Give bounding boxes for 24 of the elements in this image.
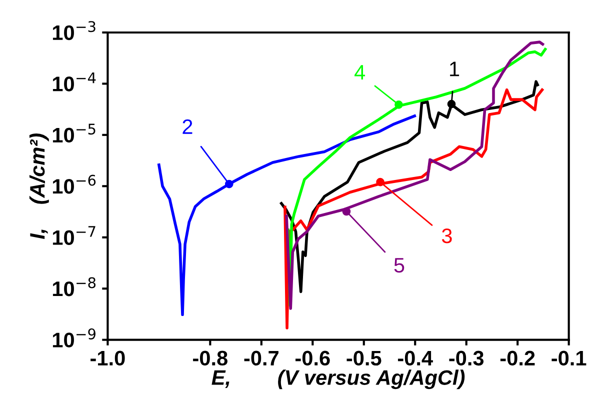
x-tick-label: -0.4 xyxy=(398,350,433,366)
y-tick-label: 10$^{−5}$ xyxy=(52,124,96,143)
x-tick-label: -0.6 xyxy=(296,350,330,366)
y-tick-label: 10$^{−8}$ xyxy=(52,277,96,296)
y-tick-label: 10$^{−9}$ xyxy=(52,328,96,348)
x-tick-label: -0.2 xyxy=(500,350,535,366)
annotation: 3 xyxy=(442,228,452,244)
x-tick-label: -0.1 xyxy=(552,350,586,366)
line-series xyxy=(158,114,416,316)
y-axis-title: I, (A/cm²) xyxy=(29,134,49,240)
x-tick-label: -0.7 xyxy=(244,350,278,366)
y-tick-label: 10$^{−4}$ xyxy=(52,72,96,92)
annotation: 2 xyxy=(182,119,192,134)
x-tick-label: -0.3 xyxy=(449,350,484,366)
annotation: 5 xyxy=(394,258,404,273)
x-tick-label: -0.8 xyxy=(193,350,228,366)
y-tick-label: 10$^{−6}$ xyxy=(52,174,96,194)
y-tick-label: 10$^{−7}$ xyxy=(52,226,96,245)
annotation: 4 xyxy=(354,65,366,80)
y-tick-label: 10$^{−3}$ xyxy=(52,21,96,40)
x-tick-label: -0.5 xyxy=(346,350,382,366)
x-axis-title: E, (V versus Ag/AgCl) xyxy=(212,370,465,390)
x-tick-label: -1.0 xyxy=(90,350,125,366)
annotation: 1 xyxy=(450,62,460,76)
